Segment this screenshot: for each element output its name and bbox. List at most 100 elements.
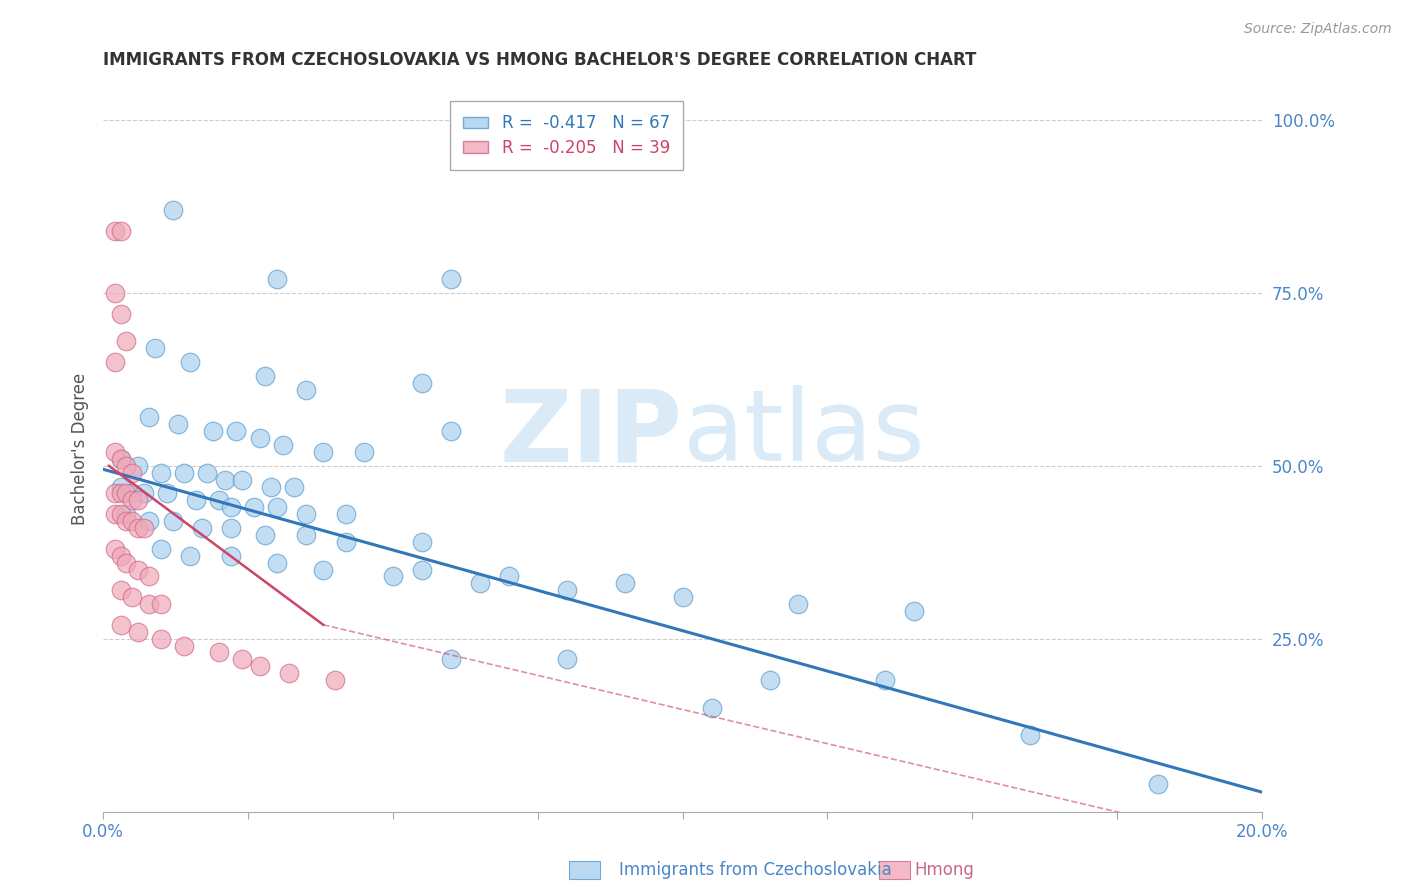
Point (110, 451, 132, 466)
Point (440, 652, 463, 666)
Point (254, 528, 277, 542)
Point (243, 500, 266, 515)
Point (162, 514, 184, 528)
Point (295, 383, 318, 397)
Point (110, 307, 132, 321)
Point (295, 528, 318, 542)
Point (271, 438, 294, 452)
Point (312, 445, 335, 459)
Point (132, 486, 155, 500)
Point (219, 500, 242, 515)
Point (440, 424, 463, 438)
Point (190, 521, 212, 535)
Point (156, 486, 179, 500)
Point (700, 700, 723, 714)
Point (411, 534, 433, 549)
Point (208, 645, 231, 659)
Point (104, 285, 127, 300)
Point (110, 617, 132, 632)
Point (214, 473, 236, 487)
Point (219, 521, 242, 535)
Point (260, 479, 283, 493)
Point (162, 202, 184, 217)
Point (179, 549, 201, 563)
Point (283, 479, 305, 493)
Point (138, 514, 160, 528)
Point (555, 583, 578, 598)
Point (225, 424, 247, 438)
Point (110, 549, 132, 563)
Point (110, 224, 132, 238)
Point (115, 556, 138, 570)
Point (184, 493, 207, 508)
Point (249, 659, 271, 673)
Point (353, 445, 375, 459)
Point (104, 355, 127, 369)
Point (295, 507, 318, 521)
Point (266, 500, 288, 515)
Point (167, 417, 190, 432)
Point (138, 410, 160, 425)
Point (381, 569, 404, 583)
Point (231, 473, 253, 487)
Point (115, 486, 138, 500)
Point (127, 493, 149, 508)
Point (254, 368, 277, 383)
Point (115, 334, 138, 349)
Point (138, 569, 160, 583)
Point (202, 424, 225, 438)
Point (121, 466, 143, 480)
Point (127, 521, 149, 535)
Point (277, 666, 299, 681)
Point (498, 569, 520, 583)
Text: Immigrants from Czechoslovakia: Immigrants from Czechoslovakia (619, 861, 891, 879)
Point (671, 590, 693, 604)
Legend: R =  -0.417   N = 67, R =  -0.205   N = 39: R = -0.417 N = 67, R = -0.205 N = 39 (450, 101, 683, 170)
Point (127, 458, 149, 473)
Point (121, 493, 143, 508)
Point (903, 604, 925, 618)
Point (323, 673, 346, 687)
Y-axis label: Bachelor's Degree: Bachelor's Degree (72, 372, 89, 524)
Text: ZIP: ZIP (499, 385, 682, 483)
Point (110, 486, 132, 500)
Point (143, 341, 166, 355)
Point (411, 376, 433, 390)
Point (1146, 777, 1168, 791)
Point (115, 507, 138, 521)
Point (127, 562, 149, 576)
Point (312, 562, 335, 576)
Point (787, 597, 810, 611)
Point (150, 466, 173, 480)
Point (104, 541, 127, 556)
Point (104, 224, 127, 238)
Point (266, 556, 288, 570)
Point (440, 272, 463, 286)
Point (104, 507, 127, 521)
Point (758, 673, 780, 687)
Point (104, 486, 127, 500)
Point (173, 639, 195, 653)
Point (110, 451, 132, 466)
Point (121, 590, 143, 604)
Point (110, 583, 132, 598)
Point (115, 458, 138, 473)
Point (468, 576, 491, 591)
Point (150, 597, 173, 611)
Point (613, 576, 636, 591)
Point (1019, 729, 1042, 743)
Point (110, 479, 132, 493)
Point (110, 507, 132, 521)
Point (150, 632, 173, 646)
Text: atlas: atlas (682, 385, 924, 483)
Point (555, 652, 578, 666)
Point (411, 562, 433, 576)
Point (335, 534, 357, 549)
Text: IMMIGRANTS FROM CZECHOSLOVAKIA VS HMONG BACHELOR'S DEGREE CORRELATION CHART: IMMIGRANTS FROM CZECHOSLOVAKIA VS HMONG … (103, 51, 977, 69)
Point (127, 624, 149, 639)
Point (104, 445, 127, 459)
Point (219, 549, 242, 563)
Point (208, 493, 231, 508)
Point (179, 355, 201, 369)
Point (335, 507, 357, 521)
